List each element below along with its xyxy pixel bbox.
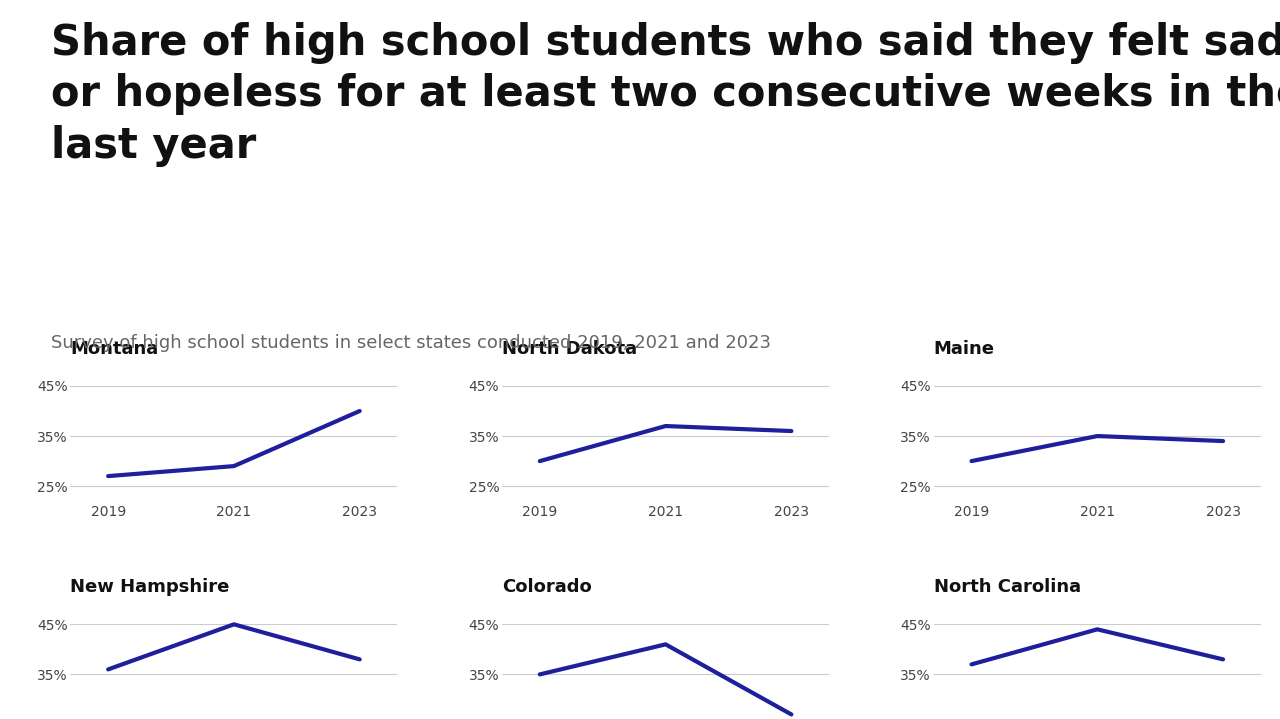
Text: Montana: Montana	[70, 340, 159, 358]
Text: Survey of high school students in select states conducted 2019, 2021 and 2023: Survey of high school students in select…	[51, 334, 771, 352]
Text: New Hampshire: New Hampshire	[70, 578, 230, 596]
Text: Colorado: Colorado	[502, 578, 591, 596]
Text: Maine: Maine	[934, 340, 995, 358]
Text: North Dakota: North Dakota	[502, 340, 637, 358]
Text: Share of high school students who said they felt sad
or hopeless for at least tw: Share of high school students who said t…	[51, 22, 1280, 168]
Text: North Carolina: North Carolina	[934, 578, 1080, 596]
